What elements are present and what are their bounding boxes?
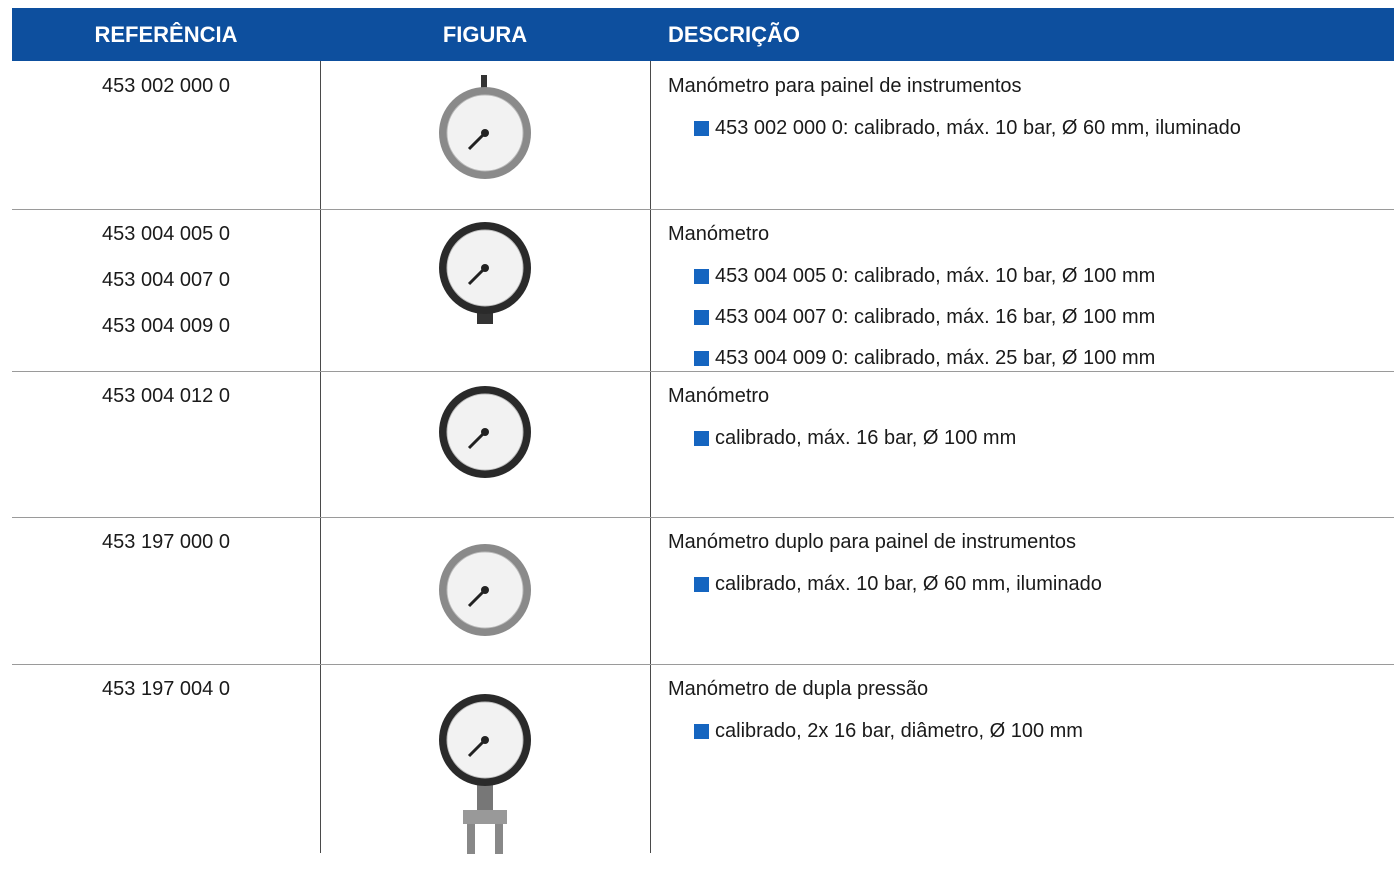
description-title: Manómetro para painel de instrumentos <box>668 75 1022 97</box>
reference-cell: 453 197 004 0 <box>12 665 320 853</box>
reference: 453 197 000 0 <box>102 531 230 553</box>
reference: 453 004 012 0 <box>102 385 230 407</box>
bullet-item: calibrado, 2x 16 bar, diâmetro, Ø 100 mm <box>668 712 1315 750</box>
reference: 453 197 004 0 <box>102 678 230 700</box>
reference-cell: 453 002 000 0 <box>12 62 320 210</box>
bullet-item: 453 004 005 0: calibrado, máx. 10 bar, Ø… <box>668 257 1315 295</box>
description-cell: Manómetro duplo para painel de instrumen… <box>650 518 1394 665</box>
header-cell: FIGURA <box>320 8 650 61</box>
header-cell: REFERÊNCIA <box>12 8 320 61</box>
row-divider <box>12 517 1394 518</box>
row-divider <box>12 209 1394 210</box>
row-divider <box>12 371 1394 372</box>
bullet-item: 453 004 009 0: calibrado, máx. 25 bar, Ø… <box>668 339 1315 377</box>
description-title: Manómetro <box>668 223 770 245</box>
column-divider <box>320 61 321 853</box>
gauge-image <box>439 544 531 636</box>
gauge-image <box>439 694 531 854</box>
description-cell: Manómetro 453 004 005 0: calibrado, máx. … <box>650 210 1394 372</box>
description-title: Manómetro de dupla pressão <box>668 678 929 700</box>
description-cell: Manómetro de dupla pressão calibrado, 2x … <box>650 665 1394 853</box>
header-cell: DESCRIÇÃO <box>650 8 1394 61</box>
reference: 453 002 000 0 <box>102 75 230 97</box>
row-divider <box>12 664 1394 665</box>
bullet-item: 453 002 000 0: calibrado, máx. 10 bar, Ø… <box>668 109 1315 147</box>
description-cell: Manómetro calibrado, máx. 16 bar, Ø 100 m… <box>650 372 1394 518</box>
column-divider <box>650 61 651 853</box>
reference-cell: 453 004 012 0 <box>12 372 320 518</box>
reference: 453 004 009 0 <box>102 315 230 337</box>
bullet-item: 453 004 007 0: calibrado, máx. 16 bar, Ø… <box>668 298 1315 336</box>
gauge-image <box>439 75 531 179</box>
description-title: Manómetro duplo para painel de instrumen… <box>668 531 1077 553</box>
description-cell: Manómetro para painel de instrumentos 453… <box>650 62 1394 210</box>
reference: 453 004 005 0 <box>102 223 230 245</box>
gauge-image <box>439 222 531 324</box>
reference-cell: 453 004 005 0 453 004 007 0 453 004 009 0 <box>12 210 320 372</box>
bullet-item: calibrado, máx. 16 bar, Ø 100 mm <box>668 419 1315 457</box>
bullet-item: calibrado, máx. 10 bar, Ø 60 mm, ilumina… <box>668 565 1315 603</box>
reference-cell: 453 197 000 0 <box>12 518 320 665</box>
gauge-image <box>439 386 531 478</box>
reference: 453 004 007 0 <box>102 269 230 291</box>
description-title: Manómetro <box>668 385 770 407</box>
